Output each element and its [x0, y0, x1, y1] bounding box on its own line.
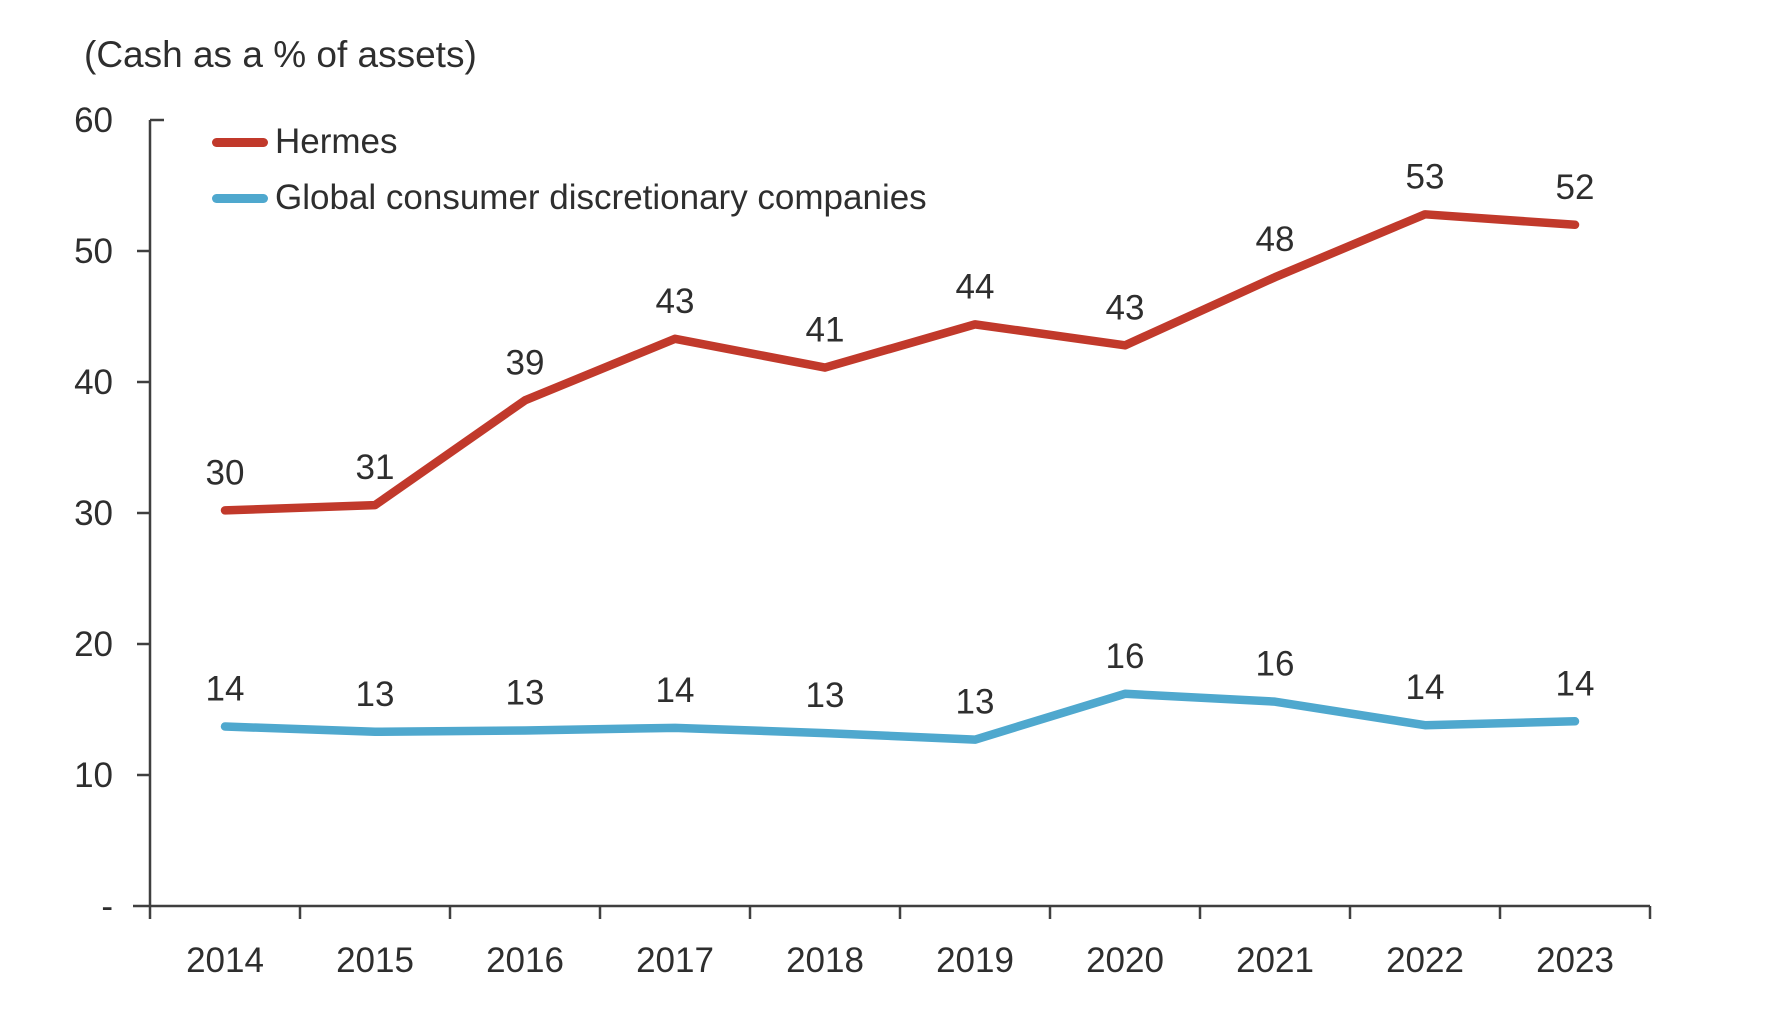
- data-label: 43: [1106, 288, 1145, 327]
- y-tick-label: 50: [74, 232, 113, 271]
- x-tick-label: 2018: [786, 941, 864, 980]
- y-tick-label: 30: [74, 494, 113, 533]
- y-zero-label: -: [101, 887, 113, 926]
- legend-item-hermes: Hermes: [212, 114, 927, 170]
- data-label: 13: [506, 673, 545, 712]
- y-tick-label: 40: [74, 363, 113, 402]
- data-label: 53: [1406, 157, 1445, 196]
- series-line-hermes: [220, 210, 1580, 515]
- data-label: 43: [656, 282, 695, 321]
- data-label: 48: [1256, 220, 1295, 259]
- x-tick-label: 2020: [1086, 941, 1164, 980]
- data-label: 13: [356, 675, 395, 714]
- data-label: 30: [206, 453, 245, 492]
- x-tick-label: 2022: [1386, 941, 1464, 980]
- legend-label-hermes: Hermes: [275, 122, 398, 161]
- x-tick-label: 2015: [336, 941, 414, 980]
- series-line-global-consumer: [220, 689, 1580, 744]
- data-label: 14: [656, 671, 695, 710]
- data-label: 14: [206, 670, 245, 709]
- data-label: 13: [956, 683, 995, 722]
- x-tick-label: 2014: [186, 941, 264, 980]
- data-label: 44: [956, 267, 995, 306]
- y-tick-label: 60: [74, 101, 113, 140]
- x-tick-label: 2023: [1536, 941, 1614, 980]
- data-label: 14: [1556, 664, 1595, 703]
- data-label: 14: [1406, 668, 1445, 707]
- data-label: 16: [1256, 645, 1295, 684]
- data-label: 39: [506, 343, 545, 382]
- data-label: 13: [806, 676, 845, 715]
- data-label: 31: [356, 448, 395, 487]
- legend-label-global-consumer: Global consumer discretionary companies: [275, 178, 927, 217]
- x-tick-label: 2016: [486, 941, 564, 980]
- x-tick-label: 2021: [1236, 941, 1314, 980]
- chart-title: (Cash as a % of assets): [84, 34, 477, 75]
- data-label: 41: [806, 311, 845, 350]
- data-label: 52: [1556, 168, 1595, 207]
- y-tick-label: 10: [74, 756, 113, 795]
- y-tick-label: 20: [74, 625, 113, 664]
- x-tick-label: 2019: [936, 941, 1014, 980]
- hermes-line-swatch: [212, 137, 268, 147]
- x-tick-label: 2017: [636, 941, 714, 980]
- data-label: 16: [1106, 637, 1145, 676]
- legend-item-global-consumer: Global consumer discretionary companies: [212, 170, 927, 226]
- global-consumer-line-swatch: [212, 193, 268, 203]
- legend: Hermes Global consumer discretionary com…: [212, 114, 927, 226]
